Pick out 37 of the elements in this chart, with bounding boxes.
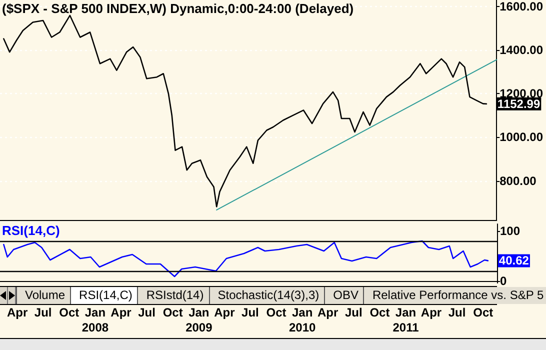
x-tick-label: Oct xyxy=(266,306,286,320)
chart-title: RSI(14,C) xyxy=(2,223,60,238)
x-tick-label: Jul xyxy=(138,306,156,320)
y-tick-label: 100 xyxy=(500,224,520,238)
y-tick-label: 1600.00 xyxy=(500,0,544,14)
x-tick-label: Jan 2009 xyxy=(186,306,213,334)
x-tick-label: Oct xyxy=(162,306,183,320)
line-series xyxy=(3,14,488,208)
x-tick-label: Jul xyxy=(34,306,52,320)
x-tick-label: Jul xyxy=(344,306,362,320)
text: RSI(14,C) xyxy=(70,287,138,304)
text: RSIstd(14) xyxy=(137,287,209,304)
data-label: 1152.99 xyxy=(497,96,540,111)
x-tick-label: Jan 2010 xyxy=(288,306,316,334)
x-tick-label: Apr xyxy=(318,306,338,320)
text: OBV xyxy=(324,287,364,304)
x-tick-label: Jan 2011 xyxy=(392,306,420,334)
x-tick-label: Jul xyxy=(242,306,259,320)
y-tick-label: 1000.00 xyxy=(500,130,544,144)
text: Stochastic(14(3),3) xyxy=(208,287,324,304)
text: Relative Performance vs. S&P 5 xyxy=(363,287,546,304)
y-tick-label: 0 xyxy=(500,274,507,288)
x-tick-label: Oct xyxy=(59,306,80,320)
y-tick-label: 1400.00 xyxy=(500,43,544,58)
x-tick-label: Apr xyxy=(110,306,132,320)
x-tick-label: Apr xyxy=(420,306,442,320)
x-tick-label: Apr xyxy=(214,306,236,320)
x-tick-label: Oct xyxy=(370,306,390,320)
x-tick-label: Oct xyxy=(473,306,494,320)
line-series xyxy=(3,240,489,278)
x-tick-label: Apr xyxy=(6,306,28,320)
data-label: 40.62 xyxy=(498,254,530,268)
x-tick-label: Jan 2008 xyxy=(82,306,109,334)
y-tick-label: 800.00 xyxy=(500,174,537,188)
x-tick-label: Jul xyxy=(448,306,466,320)
text: Volume xyxy=(16,287,70,304)
chart-title: ($SPX - S&P 500 INDEX,W) Dynamic,0:00-24:00 (Delayed) xyxy=(2,1,354,16)
